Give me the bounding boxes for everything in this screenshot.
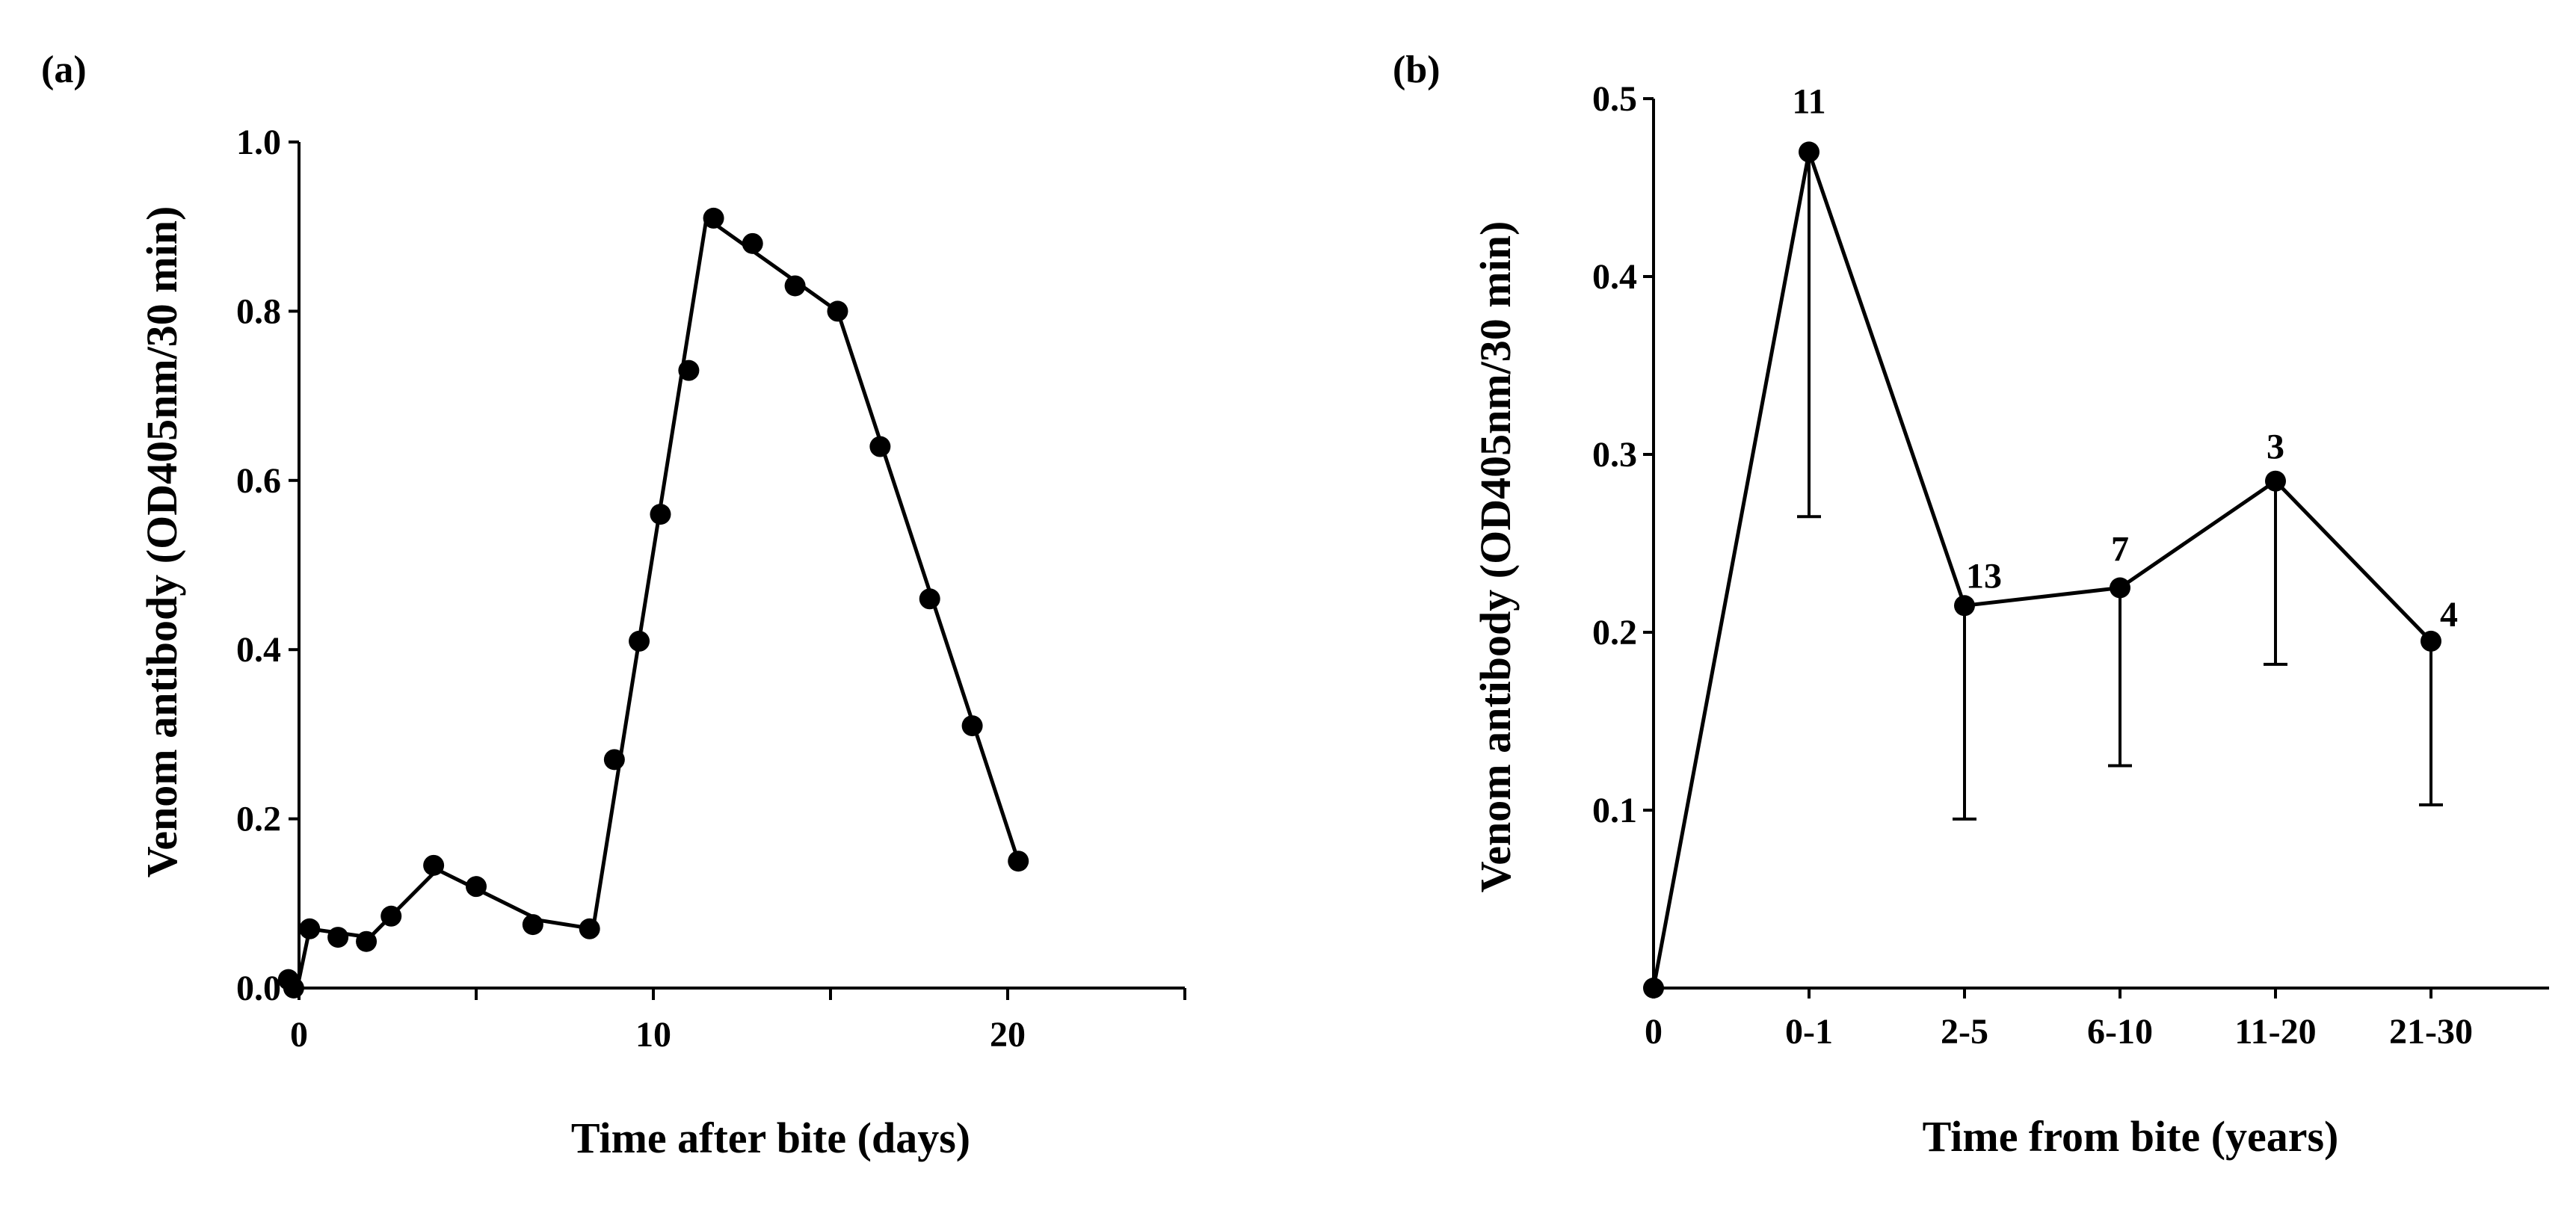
panel-b-label: (b) <box>1393 49 1440 91</box>
series-line <box>287 214 1020 990</box>
y-tick-label: 0.8 <box>236 291 281 331</box>
data-point <box>919 588 940 610</box>
x-tick-label: 21-30 <box>2389 1012 2473 1052</box>
y-tick-label: 0.2 <box>1592 613 1637 652</box>
data-point <box>579 918 600 939</box>
panel-b-marks: 0.1 0.2 0.3 0.4 0.5 0 0-1 2-5 6-10 11-20 21-30 11 13… <box>1592 79 2549 1052</box>
data-point <box>827 300 848 322</box>
data-point <box>522 914 543 936</box>
sample-size-label: 7 <box>2111 530 2129 570</box>
y-tick-label: 0.6 <box>236 461 281 501</box>
data-point <box>1008 851 1029 872</box>
y-tick-label: 0.3 <box>1592 435 1637 475</box>
data-point <box>2265 470 2286 492</box>
y-tick-label: 0.0 <box>236 969 281 1008</box>
panel-a-marks: 0.0 0.2 0.4 0.6 0.8 1.0 0 10 20 <box>236 123 1186 1055</box>
data-point <box>650 504 671 525</box>
data-point <box>2421 630 2441 652</box>
data-point <box>629 630 650 652</box>
data-point <box>299 918 321 939</box>
x-tick-label: 10 <box>635 1015 671 1055</box>
series-line <box>1651 144 2432 989</box>
sample-size-label: 13 <box>1966 556 2002 596</box>
panel-b-x-axis-title: Time from bite (years) <box>1923 1112 2339 1161</box>
x-tick-label: 0-1 <box>1785 1012 1833 1052</box>
data-point <box>1954 595 1975 617</box>
y-tick-label: 0.4 <box>236 630 281 670</box>
y-tick-label: 0.1 <box>1592 791 1637 830</box>
panel-b: (b) 0.1 0.2 0.3 0.4 0.5 0 0-1 2-5 6-10 11-20 21-30… <box>1393 49 2549 1161</box>
sample-size-label: 4 <box>2440 595 2458 635</box>
panel-a-label: (a) <box>41 49 87 91</box>
x-tick-label: 6-10 <box>2087 1012 2153 1052</box>
y-tick-label: 0.4 <box>1592 257 1637 297</box>
sample-size-label: 11 <box>1792 81 1825 121</box>
sample-size-label: 3 <box>2267 428 2284 467</box>
data-point <box>423 854 445 876</box>
data-point <box>466 876 487 898</box>
data-point <box>380 905 402 927</box>
data-point <box>784 275 806 297</box>
data-point <box>678 359 700 381</box>
y-tick-label: 0.5 <box>1592 79 1637 119</box>
data-point <box>703 207 724 229</box>
data-point <box>283 978 304 999</box>
y-tick-label: 1.0 <box>236 123 281 162</box>
panel-a: (a) 0.0 0.2 0.4 0.6 0.8 1.0 0 10 20 Venom antibo… <box>41 49 1186 1162</box>
data-point <box>1643 978 1664 999</box>
x-tick-label: 2-5 <box>1941 1012 1988 1052</box>
panel-a-y-axis-title: Venom antibody (OD405nm/30 min) <box>138 206 186 878</box>
x-tick-label: 11-20 <box>2234 1012 2316 1052</box>
data-point <box>742 232 763 254</box>
data-point <box>327 927 349 948</box>
data-point <box>869 436 891 457</box>
x-tick-label: 0 <box>1645 1012 1663 1052</box>
data-point <box>1799 141 1819 163</box>
data-point <box>603 749 625 771</box>
data-point <box>356 930 378 952</box>
y-tick-label: 0.2 <box>236 800 281 839</box>
x-tick-label: 0 <box>290 1015 308 1055</box>
x-tick-label: 20 <box>990 1015 1026 1055</box>
data-point <box>2110 577 2130 599</box>
data-point <box>961 715 983 737</box>
panel-a-x-axis-title: Time after bite (days) <box>571 1114 970 1162</box>
panel-b-y-axis-title: Venom antibody (OD405nm/30 min) <box>1471 221 1520 893</box>
